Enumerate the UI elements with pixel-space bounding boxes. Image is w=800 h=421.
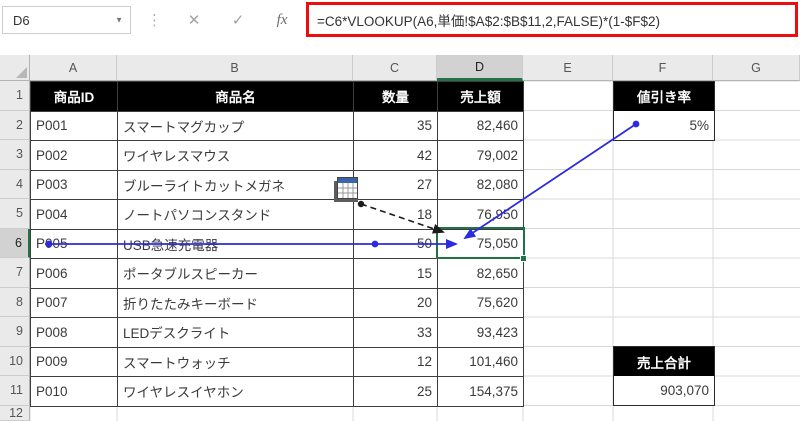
row-header-7[interactable]: 7 <box>0 258 30 288</box>
table-cell[interactable]: 折りたたみキーボード <box>118 288 354 318</box>
header-cell-quantity[interactable]: 数量 <box>354 82 438 112</box>
table-cell[interactable]: P008 <box>31 318 118 348</box>
header-cell-product-name[interactable]: 商品名 <box>118 82 354 112</box>
select-all-triangle-icon <box>16 67 27 78</box>
table-cell[interactable]: 20 <box>354 288 438 318</box>
table-cell[interactable]: スマートウォッチ <box>118 347 354 377</box>
table-cell[interactable]: 50 <box>354 229 438 259</box>
row-header-9[interactable]: 9 <box>0 317 30 347</box>
table-cell[interactable]: ブルーライトカットメガネ <box>118 170 354 200</box>
column-header-d-selected[interactable]: D <box>437 55 523 81</box>
table-cell[interactable]: 93,423 <box>438 318 524 348</box>
table-cell[interactable]: 79,002 <box>438 141 524 171</box>
discount-box: 値引き率 5% <box>613 80 715 141</box>
table-cell[interactable]: 33 <box>354 318 438 348</box>
table-cell[interactable]: 101,460 <box>438 347 524 377</box>
column-header-c[interactable]: C <box>353 55 437 81</box>
table-cell[interactable]: 27 <box>354 170 438 200</box>
table-cell[interactable]: スマートマグカップ <box>118 111 354 141</box>
select-all-corner[interactable] <box>0 55 30 81</box>
name-box-dropdown-icon[interactable]: ▼ <box>115 15 123 25</box>
header-cell-product-id[interactable]: 商品ID <box>31 82 118 112</box>
table-cell[interactable]: P009 <box>31 347 118 377</box>
total-box: 売上合計 903,070 <box>613 346 715 406</box>
insert-function-icon[interactable]: fx <box>276 11 288 28</box>
row-header-2[interactable]: 2 <box>0 110 30 140</box>
column-header-a[interactable]: A <box>30 55 117 81</box>
table-cell[interactable]: 42 <box>354 141 438 171</box>
cancel-icon[interactable]: ✕ <box>187 12 201 29</box>
row-header-5[interactable]: 5 <box>0 199 30 229</box>
table-cell[interactable]: ワイヤレスイヤホン <box>118 377 354 407</box>
table-cell[interactable]: 25 <box>354 377 438 407</box>
table-cell[interactable]: 18 <box>354 200 438 230</box>
table-cell[interactable]: LEDデスクライト <box>118 318 354 348</box>
formula-text: =C6*VLOOKUP(A6,単価!$A$2:$B$11,2,FALSE)*(1… <box>317 13 661 29</box>
total-label-cell[interactable]: 売上合計 <box>614 347 714 376</box>
spreadsheet-grid: A B C D E F G 1 2 3 4 5 6 7 8 9 10 11 12… <box>0 55 800 421</box>
discount-label-cell[interactable]: 値引き率 <box>614 81 714 111</box>
table-cell[interactable]: ワイヤレスマウス <box>118 141 354 171</box>
formula-bar-buttons: ✕ ✓ fx <box>172 6 304 34</box>
more-options-icon[interactable]: ⋮ <box>147 12 162 29</box>
discount-value-cell[interactable]: 5% <box>614 110 714 140</box>
column-header-e[interactable]: E <box>523 55 613 81</box>
formula-bar: D6 ▼ ⋮ ✕ ✓ fx =C6*VLOOKUP(A6,単価!$A$2:$B$… <box>0 0 800 44</box>
row-header-3[interactable]: 3 <box>0 140 30 170</box>
table-cell[interactable]: ポータブルスピーカー <box>118 259 354 289</box>
table-cell[interactable]: 12 <box>354 347 438 377</box>
row-header-6-selected[interactable]: 6 <box>0 228 30 258</box>
table-cell[interactable]: P004 <box>31 200 118 230</box>
table-cell[interactable]: 76,950 <box>438 200 524 230</box>
row-header-10[interactable]: 10 <box>0 346 30 376</box>
column-header-b[interactable]: B <box>117 55 353 81</box>
table-cell[interactable]: 35 <box>354 111 438 141</box>
name-box-value: D6 <box>13 12 30 28</box>
table-cell[interactable]: 15 <box>354 259 438 289</box>
table-cell[interactable]: P006 <box>31 259 118 289</box>
row-header-12[interactable]: 12 <box>0 405 30 421</box>
table-cell[interactable]: P007 <box>31 288 118 318</box>
table-cell[interactable]: USB急速充電器 <box>118 229 354 259</box>
row-header-4[interactable]: 4 <box>0 169 30 199</box>
total-value-cell[interactable]: 903,070 <box>614 376 714 405</box>
table-cell[interactable]: P010 <box>31 377 118 407</box>
formula-input[interactable]: =C6*VLOOKUP(A6,単価!$A$2:$B$11,2,FALSE)*(1… <box>306 2 798 37</box>
row-header-8[interactable]: 8 <box>0 287 30 317</box>
table-cell[interactable]: 82,080 <box>438 170 524 200</box>
table-cell[interactable]: P003 <box>31 170 118 200</box>
table-cell[interactable]: 82,460 <box>438 111 524 141</box>
table-cell[interactable]: P002 <box>31 141 118 171</box>
name-box[interactable]: D6 ▼ <box>2 6 131 34</box>
selection-border <box>436 227 525 259</box>
fill-handle[interactable] <box>520 255 527 262</box>
table-cell[interactable]: 75,620 <box>438 288 524 318</box>
table-cell[interactable]: ノートパソコンスタンド <box>118 200 354 230</box>
row-header-1[interactable]: 1 <box>0 81 30 111</box>
table-cell[interactable]: P001 <box>31 111 118 141</box>
column-header-f[interactable]: F <box>613 55 713 81</box>
enter-icon[interactable]: ✓ <box>231 12 245 29</box>
table-cell[interactable]: 154,375 <box>438 377 524 407</box>
table-cell[interactable]: P005 <box>31 229 118 259</box>
row-header-11[interactable]: 11 <box>0 376 30 406</box>
column-header-g[interactable]: G <box>713 55 800 81</box>
table-cell[interactable]: 82,650 <box>438 259 524 289</box>
header-cell-sales[interactable]: 売上額 <box>438 82 524 112</box>
